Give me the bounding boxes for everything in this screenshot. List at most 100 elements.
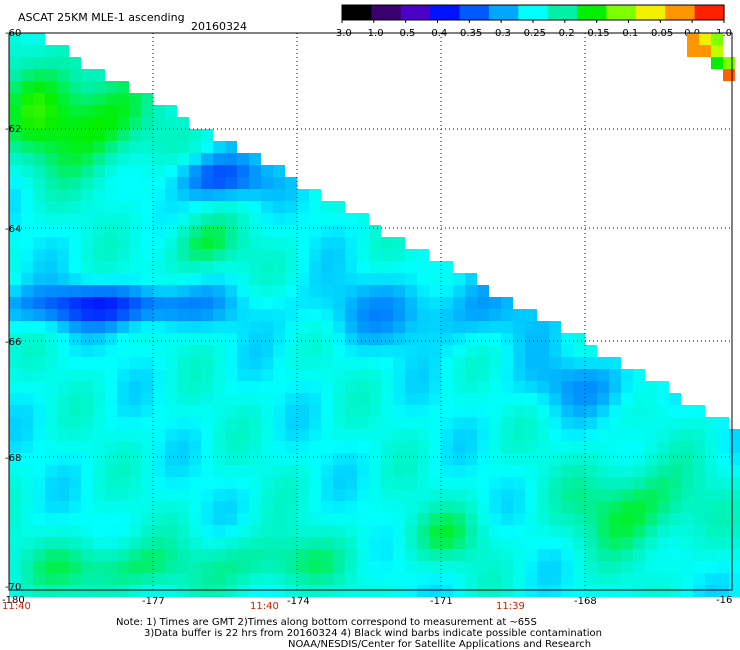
wind-speed-cell: [321, 477, 333, 489]
wind-speed-cell: [249, 213, 261, 225]
wind-speed-cell: [9, 357, 21, 369]
wind-speed-cell: [465, 537, 477, 549]
wind-speed-cell: [261, 477, 273, 489]
wind-speed-cell: [201, 225, 213, 237]
wind-speed-cell: [621, 417, 633, 429]
wind-speed-cell: [561, 585, 573, 597]
wind-speed-cell: [69, 69, 81, 81]
wind-speed-cell: [237, 525, 249, 537]
wind-speed-cell: [213, 465, 225, 477]
wind-speed-cell: [249, 573, 261, 585]
wind-speed-cell: [117, 333, 129, 345]
wind-speed-cell: [345, 513, 357, 525]
wind-speed-cell: [285, 261, 297, 273]
wind-speed-cell: [177, 525, 189, 537]
wind-speed-cell: [309, 501, 321, 513]
wind-speed-cell: [369, 321, 381, 333]
wind-speed-cell: [417, 561, 429, 573]
wind-speed-cell: [453, 285, 465, 297]
wind-speed-cell: [9, 177, 21, 189]
wind-speed-cell: [9, 69, 21, 81]
wind-speed-cell: [729, 549, 740, 561]
wind-speed-cell: [585, 525, 597, 537]
wind-speed-cell: [93, 477, 105, 489]
wind-speed-cell: [285, 573, 297, 585]
wind-speed-cell: [561, 525, 573, 537]
wind-speed-cell: [237, 177, 249, 189]
wind-speed-cell: [93, 225, 105, 237]
wind-speed-cell: [225, 561, 237, 573]
wind-speed-cell: [429, 393, 441, 405]
wind-speed-cell: [153, 177, 165, 189]
wind-speed-cell: [81, 237, 93, 249]
wind-speed-cell: [657, 525, 669, 537]
wind-speed-cell: [81, 429, 93, 441]
wind-speed-cell: [21, 33, 33, 45]
wind-speed-cell: [69, 381, 81, 393]
wind-speed-cell: [33, 117, 45, 129]
wind-speed-cell: [513, 525, 525, 537]
wind-speed-cell: [69, 105, 81, 117]
wind-speed-cell: [537, 585, 549, 597]
wind-speed-cell: [453, 489, 465, 501]
wind-speed-cell: [597, 585, 609, 597]
wind-speed-cell: [237, 453, 249, 465]
wind-speed-cell: [345, 309, 357, 321]
wind-speed-cell: [489, 465, 501, 477]
wind-speed-cell: [633, 537, 645, 549]
wind-speed-cell: [261, 489, 273, 501]
wind-speed-cell: [273, 237, 285, 249]
wind-speed-cell: [705, 585, 717, 597]
wind-speed-cell: [153, 321, 165, 333]
wind-speed-cell: [309, 225, 321, 237]
wind-speed-cell: [81, 117, 93, 129]
wind-speed-cell: [237, 285, 249, 297]
wind-speed-cell: [585, 381, 597, 393]
wind-speed-cell: [153, 333, 165, 345]
wind-speed-cell: [273, 573, 285, 585]
wind-speed-cell: [165, 333, 177, 345]
wind-speed-cell: [81, 333, 93, 345]
wind-speed-cell: [69, 417, 81, 429]
wind-speed-cell: [405, 501, 417, 513]
wind-speed-cell: [333, 513, 345, 525]
wind-speed-cell: [333, 537, 345, 549]
wind-speed-cell: [261, 213, 273, 225]
wind-speed-cell: [57, 381, 69, 393]
wind-speed-cell: [441, 549, 453, 561]
wind-speed-cell: [153, 549, 165, 561]
wind-speed-cell: [561, 441, 573, 453]
wind-speed-cell: [81, 357, 93, 369]
wind-speed-cell: [513, 417, 525, 429]
wind-speed-cell: [57, 165, 69, 177]
wind-speed-cell: [273, 249, 285, 261]
wind-speed-cell: [21, 297, 33, 309]
wind-speed-cell: [261, 237, 273, 249]
wind-speed-cell: [273, 513, 285, 525]
wind-speed-cell: [141, 357, 153, 369]
wind-speed-cell: [549, 501, 561, 513]
wind-speed-cell: [429, 333, 441, 345]
wind-speed-cell: [465, 381, 477, 393]
wind-speed-cell: [117, 441, 129, 453]
wind-speed-cell: [429, 525, 441, 537]
wind-speed-cell: [729, 537, 740, 549]
wind-speed-cell: [309, 585, 321, 597]
wind-speed-cell: [669, 417, 681, 429]
wind-speed-cell: [345, 429, 357, 441]
wind-speed-cell: [129, 201, 141, 213]
wind-speed-cell: [57, 369, 69, 381]
wind-speed-cell: [549, 357, 561, 369]
wind-speed-cell: [369, 369, 381, 381]
wind-speed-cell: [105, 393, 117, 405]
wind-speed-cell: [93, 489, 105, 501]
wind-speed-cell: [249, 537, 261, 549]
wind-speed-cell: [621, 429, 633, 441]
wind-speed-cell: [309, 417, 321, 429]
wind-speed-cell: [213, 189, 225, 201]
wind-speed-cell: [357, 369, 369, 381]
wind-speed-cell: [345, 285, 357, 297]
wind-speed-cell: [381, 321, 393, 333]
wind-speed-cell: [441, 381, 453, 393]
wind-speed-cell: [129, 261, 141, 273]
